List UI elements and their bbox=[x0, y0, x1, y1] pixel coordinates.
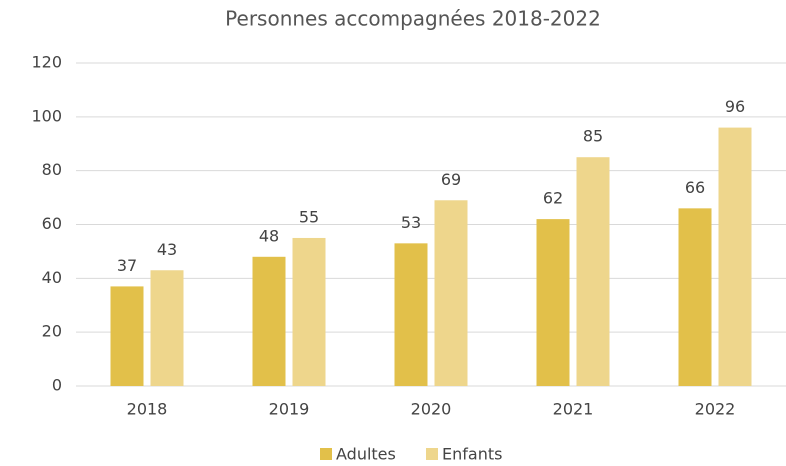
y-tick-label: 0 bbox=[52, 376, 62, 395]
chart-title: Personnes accompagnées 2018-2022 bbox=[225, 7, 601, 31]
y-tick-label: 80 bbox=[42, 160, 62, 179]
value-label: 53 bbox=[401, 213, 421, 232]
value-label: 62 bbox=[543, 189, 563, 208]
bar bbox=[718, 127, 752, 386]
y-tick-label: 20 bbox=[42, 322, 62, 341]
bar bbox=[678, 208, 712, 386]
x-tick-label: 2022 bbox=[695, 400, 736, 419]
bar bbox=[292, 237, 326, 386]
legend-swatch bbox=[320, 448, 332, 460]
bar bbox=[394, 243, 428, 386]
legend-label: Enfants bbox=[442, 445, 502, 464]
x-tick-label: 2019 bbox=[269, 400, 310, 419]
y-tick-label: 100 bbox=[31, 106, 62, 125]
legend-label: Adultes bbox=[336, 445, 396, 464]
y-tick-label: 40 bbox=[42, 268, 62, 287]
legend-swatch bbox=[426, 448, 438, 460]
x-tick-label: 2018 bbox=[127, 400, 168, 419]
y-tick-label: 120 bbox=[31, 53, 62, 72]
value-label: 43 bbox=[157, 240, 177, 259]
value-label: 48 bbox=[259, 226, 279, 245]
bar bbox=[536, 219, 570, 386]
bar bbox=[110, 286, 144, 386]
value-label: 69 bbox=[441, 170, 461, 189]
bar bbox=[150, 270, 184, 386]
bar bbox=[576, 157, 610, 386]
bar bbox=[434, 200, 468, 386]
value-label: 37 bbox=[117, 256, 137, 275]
value-label: 96 bbox=[725, 97, 745, 116]
value-label: 55 bbox=[299, 207, 319, 226]
x-tick-label: 2020 bbox=[411, 400, 452, 419]
value-label: 85 bbox=[583, 127, 603, 146]
bar bbox=[252, 256, 286, 386]
x-tick-label: 2021 bbox=[553, 400, 594, 419]
value-label: 66 bbox=[685, 178, 705, 197]
y-tick-label: 60 bbox=[42, 214, 62, 233]
